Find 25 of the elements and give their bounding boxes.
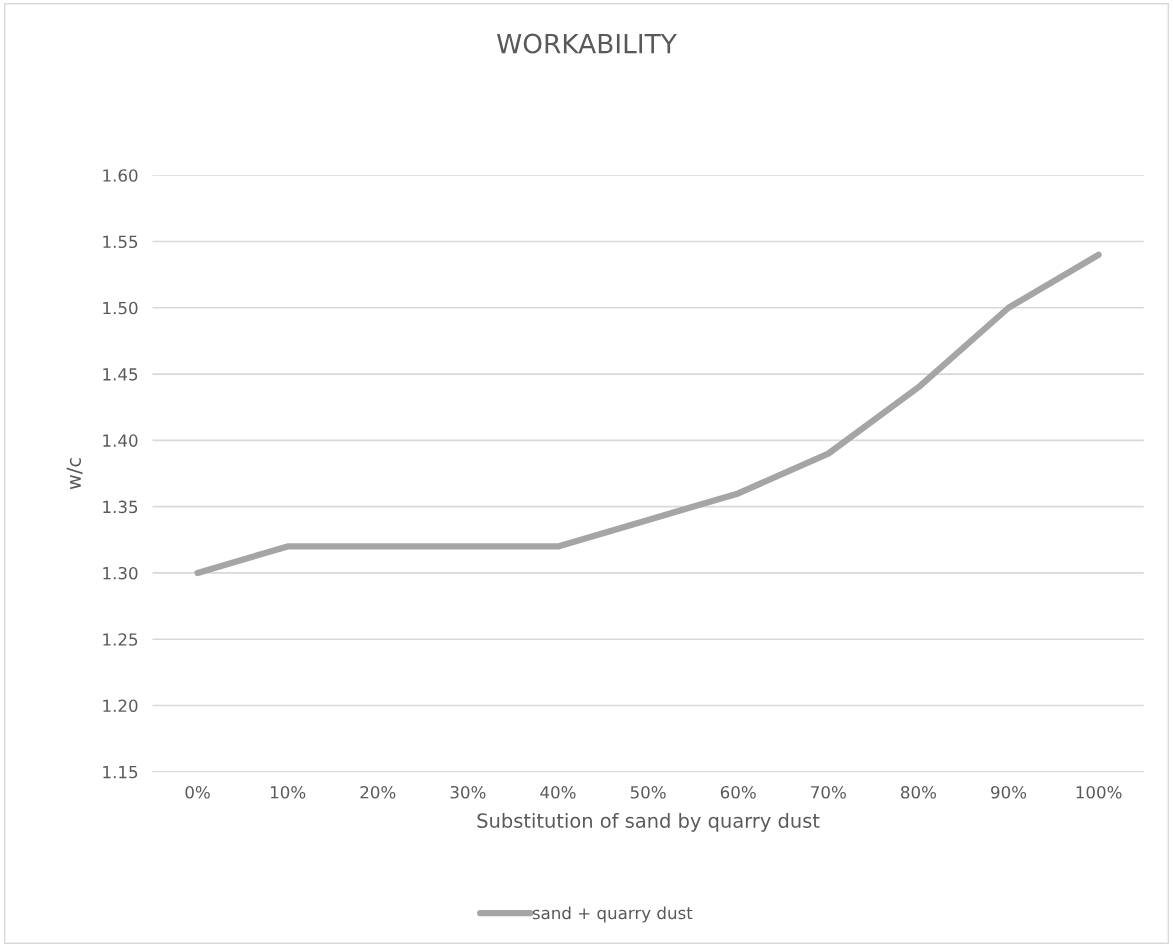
x-tick-label: 10%: [270, 785, 306, 799]
chart-title: WORKABILITY: [497, 33, 677, 54]
y-tick-label: 1.20: [103, 699, 138, 713]
x-tick-label: 40%: [540, 785, 576, 799]
x-tick-label: 20%: [360, 785, 396, 799]
x-tick-label: 50%: [630, 785, 666, 799]
x-tick-label: 100%: [1076, 785, 1122, 799]
x-tick-label: 0%: [185, 785, 210, 799]
y-tick-label: 1.30: [103, 566, 138, 580]
x-axis-title: Substitution of sand by quarry dust: [477, 812, 820, 832]
y-tick-label: 1.15: [103, 765, 138, 779]
x-tick-label: 90%: [991, 785, 1027, 799]
x-tick-label: 80%: [901, 785, 937, 799]
y-tick-label: 1.40: [103, 434, 138, 447]
x-tick-label: 30%: [450, 785, 486, 799]
y-tick-label: 1.45: [103, 368, 138, 381]
x-tick-label: 60%: [720, 785, 756, 799]
y-tick-label: 1.60: [103, 169, 138, 182]
y-axis-title: w/c: [66, 458, 83, 490]
legend-label: sand + quarry dust: [532, 906, 693, 923]
y-tick-label: 1.55: [103, 235, 138, 249]
y-tick-label: 1.25: [103, 633, 138, 646]
y-tick-label: 1.35: [103, 500, 138, 514]
x-tick-label: 70%: [811, 785, 846, 799]
y-tick-label: 1.50: [103, 301, 138, 315]
